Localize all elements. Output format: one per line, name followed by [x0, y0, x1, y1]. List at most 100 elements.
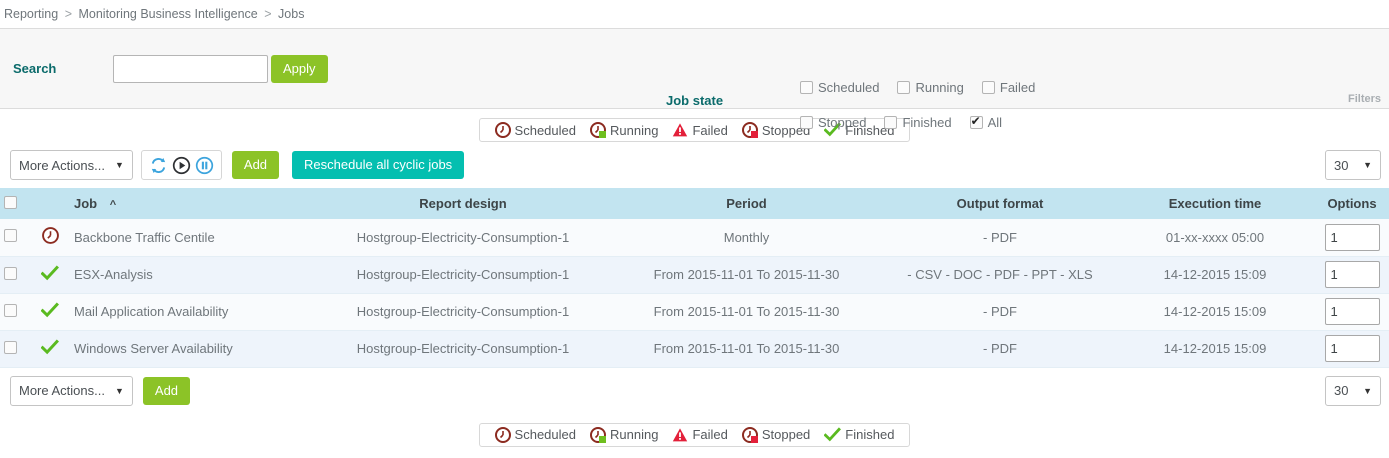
apply-button[interactable]: Apply: [271, 54, 328, 83]
legend-label-failed: Failed: [692, 427, 728, 442]
row-options-cell[interactable]: [1315, 256, 1389, 294]
add-button-bottom[interactable]: Add: [142, 376, 191, 405]
job-header[interactable]: Job ^: [74, 188, 318, 219]
checkbox-box-running[interactable]: [897, 81, 911, 94]
chevron-down-icon: ▼: [114, 385, 124, 396]
row-output-format: - PDF: [885, 330, 1115, 368]
filters-panel-tag: Filters: [1347, 93, 1381, 105]
row-job-name[interactable]: Backbone Traffic Centile: [74, 219, 318, 257]
report-design-header[interactable]: Report design: [318, 188, 608, 219]
table-row[interactable]: Windows Server Availability Hostgroup-El…: [0, 330, 1389, 368]
filter-panel: Search Apply Job state Scheduled Running…: [0, 29, 1389, 130]
legend-item-scheduled: Scheduled: [494, 122, 576, 138]
breadcrumb-separator: >: [264, 7, 272, 21]
row-options-input[interactable]: [1324, 223, 1380, 251]
row-execution-time: 14-12-2015 15:09: [1115, 293, 1315, 331]
breadcrumb-item-reporting[interactable]: Reporting: [4, 7, 59, 21]
row-checkbox[interactable]: [4, 229, 17, 243]
play-icon[interactable]: [172, 156, 191, 175]
jobs-table: Job ^ Report design Period Output format…: [0, 188, 1389, 368]
row-checkbox[interactable]: [4, 340, 17, 354]
legend-label-finished: Finished: [845, 122, 895, 138]
clock-icon: [41, 227, 59, 245]
checkbox-all[interactable]: All: [969, 113, 1002, 130]
reschedule-all-cyclic-jobs-button[interactable]: Reschedule all cyclic jobs: [292, 151, 465, 179]
row-checkbox-cell[interactable]: [0, 219, 26, 257]
output-format-header[interactable]: Output format: [885, 188, 1115, 219]
row-checkbox-cell[interactable]: [0, 330, 26, 368]
checkbox-box-all[interactable]: [969, 113, 983, 129]
row-options-input[interactable]: [1324, 298, 1380, 325]
period-header[interactable]: Period: [608, 188, 885, 219]
row-checkbox[interactable]: [4, 266, 17, 280]
row-checkbox-cell[interactable]: [0, 293, 26, 331]
page-size-dropdown-top[interactable]: 30 ▼: [1325, 150, 1381, 180]
chevron-down-icon: ▼: [1363, 385, 1372, 396]
more-actions-dropdown-bottom[interactable]: More Actions... ▼: [10, 375, 133, 406]
table-row[interactable]: ESX-Analysis Hostgroup-Electricity-Consu…: [0, 256, 1389, 294]
select-all-header[interactable]: [0, 188, 26, 219]
row-period: From 2015-11-01 To 2015-11-30: [608, 256, 885, 294]
legend-label-running: Running: [610, 427, 659, 442]
legend-item-failed: Failed: [672, 122, 728, 138]
checkbox-label-finished: Finished: [902, 115, 952, 130]
row-checkbox[interactable]: [4, 303, 17, 317]
legend-label-scheduled: Scheduled: [514, 122, 576, 138]
row-job-name[interactable]: ESX-Analysis: [74, 256, 318, 294]
row-execution-time: 14-12-2015 15:09: [1115, 330, 1315, 368]
checkbox-box-failed[interactable]: [981, 81, 995, 94]
checkbox-scheduled[interactable]: Scheduled: [800, 80, 879, 95]
toolbar-bottom: More Actions... ▼ Add 30 ▼: [0, 368, 1389, 414]
execution-time-header[interactable]: Execution time: [1115, 188, 1315, 219]
row-options-cell[interactable]: [1315, 293, 1389, 331]
select-all-checkbox[interactable]: [4, 195, 17, 209]
legend-label-stopped: Stopped: [761, 427, 811, 442]
row-job-name[interactable]: Mail Application Availability: [74, 293, 318, 331]
checkbox-label-scheduled: Scheduled: [818, 80, 880, 95]
clock-icon: [494, 122, 511, 138]
checkbox-finished[interactable]: Finished: [884, 115, 952, 130]
legend-bottom: Scheduled Running Failed Stopped: [0, 422, 1389, 447]
search-input[interactable]: [113, 54, 268, 83]
row-checkbox-cell[interactable]: [0, 256, 26, 294]
row-output-format: - PDF: [885, 293, 1115, 331]
legend-label-running: Running: [610, 122, 659, 138]
add-button-top[interactable]: Add: [231, 151, 280, 179]
job-state-row-1: Scheduled Running Failed: [800, 70, 1220, 105]
legend-bar: Scheduled Running Failed Stopped: [478, 118, 911, 142]
clock-running-icon: [590, 426, 606, 443]
checkbox-box-finished[interactable]: [884, 116, 898, 129]
legend-label-finished: Finished: [845, 427, 895, 442]
row-options-cell[interactable]: [1315, 330, 1389, 368]
job-state-row-2: Stopped Finished All: [800, 105, 1220, 140]
checkbox-running[interactable]: Running: [897, 80, 964, 95]
job-control-icon-group: [140, 150, 222, 180]
checkbox-stopped[interactable]: Stopped: [800, 115, 866, 130]
legend-item-finished: Finished: [823, 426, 895, 443]
row-options-input[interactable]: [1324, 261, 1380, 288]
row-output-format: - CSV - DOC - PDF - PPT - XLS: [885, 256, 1115, 294]
job-header-label: Job: [74, 196, 98, 211]
pause-icon[interactable]: [195, 156, 214, 175]
breadcrumb-item-monitoring-bi[interactable]: Monitoring Business Intelligence: [78, 7, 258, 21]
page-size-value-bottom: 30: [1334, 383, 1349, 398]
more-actions-dropdown-top[interactable]: More Actions... ▼: [10, 150, 133, 180]
page-size-dropdown-bottom[interactable]: 30 ▼: [1325, 375, 1381, 406]
refresh-cycle-icon[interactable]: [149, 156, 168, 175]
checkbox-box-stopped[interactable]: [800, 116, 813, 129]
table-row[interactable]: Mail Application Availability Hostgroup-…: [0, 293, 1389, 331]
table-row[interactable]: Backbone Traffic Centile Hostgroup-Elect…: [0, 219, 1389, 257]
toolbar-top: More Actions... ▼ Add Reschedule all cyc…: [0, 142, 1389, 188]
breadcrumb-item-jobs[interactable]: Jobs: [278, 7, 305, 21]
row-options-input[interactable]: [1324, 335, 1380, 362]
chevron-down-icon: ▼: [114, 160, 124, 170]
checkbox-box-scheduled[interactable]: [800, 81, 813, 94]
checkbox-label-failed: Failed: [999, 80, 1036, 95]
checkbox-failed[interactable]: Failed: [981, 80, 1036, 95]
row-report-design: Hostgroup-Electricity-Consumption-1: [318, 293, 608, 331]
row-options-cell[interactable]: [1315, 219, 1389, 257]
breadcrumb-separator: >: [64, 7, 72, 21]
row-period: Monthly: [608, 219, 885, 257]
row-job-name[interactable]: Windows Server Availability: [74, 330, 318, 368]
